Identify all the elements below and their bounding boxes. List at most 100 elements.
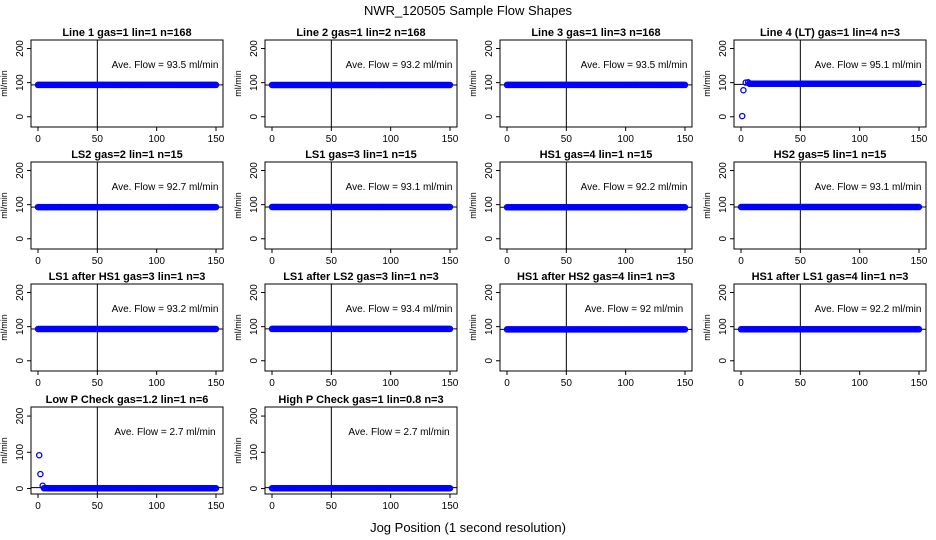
y-tick-label: 100	[15, 318, 26, 335]
y-tick-label: 0	[15, 236, 26, 242]
y-tick-label: 100	[484, 196, 495, 213]
y-axis-label: ml/min	[702, 192, 712, 219]
x-tick-label: 150	[208, 256, 225, 267]
panel-title: LS1 gas=3 lin=1 n=15	[305, 149, 417, 161]
x-tick-label: 0	[738, 256, 744, 267]
x-tick-label: 50	[561, 134, 573, 145]
x-tick-label: 50	[92, 501, 104, 512]
panel-title: Line 3 gas=1 lin=3 n=168	[531, 27, 660, 39]
y-tick-label: 200	[484, 162, 495, 179]
data-point	[915, 80, 923, 87]
x-tick-label: 50	[561, 378, 573, 389]
data-point	[738, 112, 746, 120]
y-axis-label: ml/min	[468, 192, 478, 219]
x-tick-label: 50	[92, 134, 104, 145]
panel-title: HS1 gas=4 lin=1 n=15	[540, 149, 653, 161]
y-tick-label: 0	[484, 114, 495, 120]
y-tick-label: 0	[718, 236, 729, 242]
x-tick-label: 150	[442, 501, 459, 512]
plot-frame	[733, 39, 927, 128]
x-tick-label: 50	[326, 501, 338, 512]
average-flow-annotation: Ave. Flow = 2.7 ml/min	[348, 427, 449, 438]
y-tick-label: 100	[249, 196, 260, 213]
y-tick-label: 0	[484, 236, 495, 242]
y-tick-label: 200	[15, 407, 26, 424]
panel-5: LS2 gas=2 lin=1 n=15 0 50 100 150 0 100 200 ml/m…	[0, 149, 225, 267]
y-tick-label: 100	[484, 318, 495, 335]
x-tick-label: 0	[504, 378, 510, 389]
x-tick-label: 150	[442, 378, 459, 389]
panel-2: Line 2 gas=1 lin=2 n=168 0 50 100 150 0 100 200…	[233, 27, 459, 145]
plot-frame	[499, 283, 693, 372]
y-axis-label: ml/min	[702, 70, 712, 97]
x-tick-label: 50	[92, 378, 104, 389]
y-tick-label: 200	[718, 162, 729, 179]
y-axis-label: ml/min	[233, 192, 243, 219]
average-flow-annotation: Ave. Flow = 93.5 ml/min	[112, 60, 219, 71]
x-tick-label: 150	[208, 378, 225, 389]
x-tick-label: 100	[148, 134, 165, 145]
panel-9: LS1 after HS1 gas=3 lin=1 n=3 0 50 100 150 0 1…	[0, 271, 225, 389]
average-flow-annotation: Ave. Flow = 93.5 ml/min	[581, 60, 688, 71]
panel-12: HS1 after LS1 gas=4 lin=1 n=3 0 50 100 150 0 1…	[702, 271, 928, 389]
average-flow-annotation: Ave. Flow = 93.2 ml/min	[346, 60, 453, 71]
y-tick-label: 200	[484, 284, 495, 301]
y-tick-label: 200	[15, 162, 26, 179]
x-tick-label: 100	[617, 378, 634, 389]
panel-title: Low P Check gas=1.2 lin=1 n=6	[46, 394, 209, 406]
plot-frame	[30, 39, 224, 128]
figure-title: NWR_120505 Sample Flow Shapes	[364, 3, 573, 18]
y-tick-label: 200	[15, 40, 26, 57]
data-point	[681, 204, 689, 211]
average-flow-annotation: Ave. Flow = 93.1 ml/min	[346, 182, 453, 193]
x-tick-label: 100	[382, 134, 399, 145]
x-tick-label: 0	[269, 501, 275, 512]
x-tick-label: 150	[677, 378, 694, 389]
y-tick-label: 0	[718, 358, 729, 364]
x-tick-label: 0	[35, 256, 41, 267]
x-tick-label: 150	[208, 134, 225, 145]
x-tick-label: 100	[148, 378, 165, 389]
x-tick-label: 100	[382, 501, 399, 512]
data-point	[212, 81, 220, 89]
y-tick-label: 0	[249, 358, 260, 364]
x-tick-label: 100	[851, 256, 868, 267]
plot-frame	[264, 39, 458, 128]
panel-14: High P Check gas=1 lin=0.8 n=3 0 50 100 150 0…	[233, 394, 459, 512]
y-tick-label: 0	[484, 358, 495, 364]
y-axis-label: ml/min	[468, 314, 478, 341]
y-tick-label: 100	[15, 196, 26, 213]
y-tick-label: 100	[718, 74, 729, 91]
x-tick-label: 0	[269, 134, 275, 145]
x-tick-label: 0	[35, 501, 41, 512]
data-point	[740, 86, 747, 94]
x-tick-label: 0	[738, 134, 744, 145]
panel-title: HS1 after HS2 gas=4 lin=1 n=3	[517, 271, 675, 283]
x-tick-label: 100	[851, 378, 868, 389]
y-axis-label: ml/min	[233, 70, 243, 97]
panel-11: HS1 after HS2 gas=4 lin=1 n=3 0 50 100 150 0 1…	[468, 271, 694, 389]
data-point	[446, 484, 454, 492]
x-axis-label: Jog Position (1 second resolution)	[370, 520, 566, 535]
panel-title: Line 2 gas=1 lin=2 n=168	[296, 27, 425, 39]
x-tick-label: 150	[208, 501, 225, 512]
y-tick-label: 100	[249, 74, 260, 91]
plot-frame	[264, 161, 458, 250]
x-tick-label: 100	[382, 256, 399, 267]
plot-frame	[30, 283, 224, 372]
x-tick-label: 100	[851, 134, 868, 145]
data-point	[37, 470, 44, 478]
y-axis-label: ml/min	[0, 70, 9, 97]
average-flow-annotation: Ave. Flow = 93.2 ml/min	[112, 304, 219, 315]
panel-title: High P Check gas=1 lin=0.8 n=3	[278, 394, 443, 406]
y-tick-label: 200	[718, 40, 729, 57]
average-flow-annotation: Ave. Flow = 92.2 ml/min	[581, 182, 688, 193]
panel-3: Line 3 gas=1 lin=3 n=168 0 50 100 150 0 100 200…	[468, 27, 694, 145]
plot-frame	[30, 406, 224, 495]
panel-7: HS1 gas=4 lin=1 n=15 0 50 100 150 0 100 200 ml/m…	[468, 149, 694, 267]
panel-title: HS1 after LS1 gas=4 lin=1 n=3	[752, 271, 909, 283]
y-tick-label: 100	[718, 318, 729, 335]
x-tick-label: 0	[269, 256, 275, 267]
data-point	[212, 325, 220, 333]
y-axis-label: ml/min	[233, 437, 243, 464]
